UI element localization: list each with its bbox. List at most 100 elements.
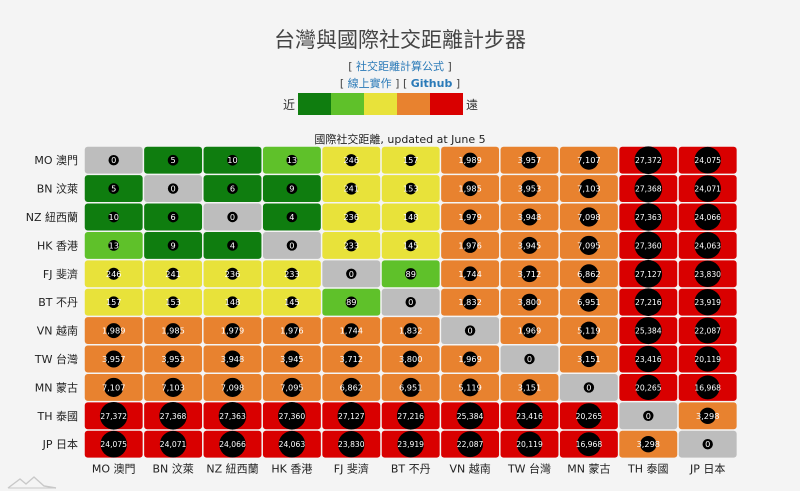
row-label: MO 澳門 xyxy=(34,154,78,167)
cell-value-label: 0 xyxy=(408,297,413,307)
row-label: TH 泰國 xyxy=(37,409,79,423)
cell-value-label: 145 xyxy=(403,240,419,250)
cell-value-label: 27,360 xyxy=(279,412,306,421)
page-title: 台灣與國際社交距離計步器 xyxy=(274,28,526,52)
distance-bubble xyxy=(461,378,480,397)
cell-value-label: 23,830 xyxy=(694,270,721,279)
distance-bubble xyxy=(286,296,298,309)
cell-value-label: 89 xyxy=(346,297,356,307)
distance-bubble xyxy=(403,323,419,339)
distance-bubble xyxy=(286,154,298,166)
cell-value-label: 25,384 xyxy=(635,327,662,336)
distance-bubble xyxy=(579,235,599,255)
cell-value-label: 3,957 xyxy=(518,155,541,165)
distance-bubble xyxy=(694,203,721,231)
cell-value-label: 5,119 xyxy=(577,326,600,336)
cell-value-label: 22,087 xyxy=(457,440,484,449)
distance-bubble xyxy=(345,211,358,223)
distance-bubble xyxy=(462,294,478,310)
distance-bubble xyxy=(462,237,478,253)
cell-value-label: 27,372 xyxy=(635,156,662,165)
distance-bubble xyxy=(635,345,662,373)
online-demo-link[interactable]: 線上實作 xyxy=(347,77,392,90)
distance-bubble xyxy=(227,211,238,223)
cell-value-label: 0 xyxy=(705,439,710,449)
cell-value-label: 0 xyxy=(586,382,591,392)
distance-bubble xyxy=(167,240,179,251)
distance-bubble xyxy=(226,296,239,309)
row-label: JP 日本 xyxy=(42,437,78,451)
cell-value-label: 3,948 xyxy=(221,354,244,364)
distance-bubble xyxy=(337,402,366,430)
distance-bubble xyxy=(163,377,183,397)
cell-value-label: 233 xyxy=(284,269,300,279)
distance-bubble xyxy=(227,240,238,251)
distance-bubble xyxy=(278,402,306,430)
distance-bubble xyxy=(521,208,538,226)
cell-value-label: 7,103 xyxy=(161,382,184,392)
column-label: MO 澳門 xyxy=(92,462,136,475)
distance-bubble xyxy=(694,317,721,344)
column-label: JP 日本 xyxy=(689,461,725,475)
cell-value-label: 9 xyxy=(170,240,175,250)
distance-bubble xyxy=(105,350,123,368)
distance-bubble xyxy=(404,211,417,223)
distance-bubble xyxy=(285,267,298,280)
distance-bubble xyxy=(579,207,599,227)
cell-value-label: 0 xyxy=(230,212,235,222)
cell-value-label: 3,151 xyxy=(577,354,600,364)
distance-bubble xyxy=(104,377,124,397)
cell-value-label: 5,119 xyxy=(458,382,481,392)
cell-value-label: 27,363 xyxy=(219,412,246,421)
github-link[interactable]: Github xyxy=(410,77,453,90)
distance-bubble xyxy=(694,260,721,288)
cell-value-label: 3,957 xyxy=(102,354,125,364)
distance-bubble xyxy=(524,353,535,365)
cell-value-label: 157 xyxy=(106,297,122,307)
formula-link[interactable]: 社交距離計算公式 xyxy=(356,60,444,73)
cell-value-label: 4 xyxy=(230,240,235,250)
cell-value-label: 3,948 xyxy=(518,212,541,222)
distance-bubble xyxy=(521,293,538,311)
distance-bubble xyxy=(643,410,654,421)
distance-bubble xyxy=(404,182,417,195)
distance-bubble xyxy=(702,439,713,450)
distance-bubble xyxy=(219,430,246,458)
mountain-logo-icon xyxy=(7,476,57,489)
cell-value-label: 24,066 xyxy=(219,440,246,449)
distance-bubble xyxy=(456,402,484,430)
column-label: MN 蒙古 xyxy=(567,462,610,475)
cell-value-label: 16,968 xyxy=(694,383,721,392)
distance-bubble xyxy=(224,323,241,339)
cell-value-label: 24,063 xyxy=(279,440,306,449)
column-label: BN 汶萊 xyxy=(152,461,193,475)
distance-bubble xyxy=(345,239,358,252)
cell-value-label: 10 xyxy=(108,212,118,222)
distance-bubble xyxy=(462,266,478,282)
distance-bubble xyxy=(397,430,424,458)
legend-swatch xyxy=(364,93,397,115)
cell-value-label: 7,107 xyxy=(102,382,125,392)
distance-bubble xyxy=(108,240,120,251)
distance-bubble xyxy=(405,268,417,280)
cell-value-label: 246 xyxy=(343,155,359,165)
cell-value-label: 23,919 xyxy=(397,440,424,449)
distance-bubble xyxy=(695,346,721,372)
cell-value-label: 6,862 xyxy=(577,269,600,279)
distance-bubble xyxy=(576,432,601,457)
cell-value-label: 27,360 xyxy=(635,241,662,250)
distance-bubble xyxy=(402,350,420,368)
cell-value-label: 27,368 xyxy=(160,412,187,421)
distance-bubble xyxy=(167,154,179,166)
cell-value-label: 148 xyxy=(225,297,241,307)
legend-swatch xyxy=(430,93,463,115)
cell-value-label: 5 xyxy=(170,155,175,165)
distance-bubble xyxy=(345,182,358,195)
distance-bubble xyxy=(579,292,599,312)
cell-value-label: 9 xyxy=(289,184,294,194)
distance-bubble xyxy=(521,180,538,198)
distance-bubble xyxy=(462,209,478,225)
distance-bubble xyxy=(345,296,357,308)
cell-value-label: 233 xyxy=(343,240,359,250)
